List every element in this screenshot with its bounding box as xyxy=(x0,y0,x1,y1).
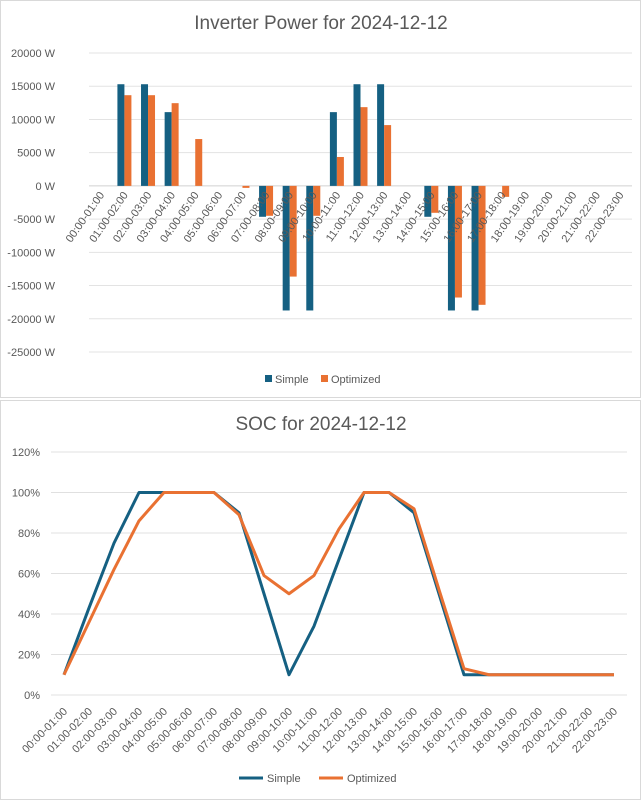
bar-simple xyxy=(165,112,172,186)
legend-swatch-simple xyxy=(265,375,272,382)
y-tick-label: 60% xyxy=(18,569,40,581)
bar-optimized xyxy=(337,157,344,186)
legend-swatch-optimized xyxy=(321,375,328,382)
y-tick-label: 20000 W xyxy=(11,48,56,60)
y-tick-label: 10000 W xyxy=(11,114,56,126)
y-tick-label: 120% xyxy=(12,447,40,459)
soc-chart: SOC for 2024-12-12 120% 100% 80% 60% 40% 20% 0… xyxy=(1,401,640,799)
bar-simple xyxy=(377,84,384,186)
legend-label-optimized: Optimized xyxy=(331,374,381,386)
inverter-power-chart-panel: Inverter Power for 2024-12-12 20000 W 150… xyxy=(0,0,641,398)
bar-simple xyxy=(330,112,337,186)
legend-label-simple: Simple xyxy=(275,374,309,386)
bar-optimized xyxy=(195,139,202,186)
bar-simple xyxy=(117,84,124,186)
legend-label-simple: Simple xyxy=(267,773,301,785)
y-tick-label: 0 W xyxy=(35,181,55,193)
y-tick-label: -20000 W xyxy=(7,314,55,326)
inverter-power-chart: Inverter Power for 2024-12-12 20000 W 150… xyxy=(1,1,640,397)
bar-simple xyxy=(141,84,148,186)
y-tick-label: 100% xyxy=(12,488,40,500)
y-tick-label: -25000 W xyxy=(7,347,55,359)
y-tick-label: 80% xyxy=(18,528,40,540)
y-tick-label: 0% xyxy=(24,690,40,702)
chart-title: Inverter Power for 2024-12-12 xyxy=(194,13,447,34)
bar-optimized xyxy=(148,95,155,186)
bar-simple xyxy=(354,84,361,186)
y-tick-label: 40% xyxy=(18,609,40,621)
y-tick-label: -15000 W xyxy=(7,281,55,293)
soc-chart-panel: SOC for 2024-12-12 120% 100% 80% 60% 40% 20% 0… xyxy=(0,400,641,800)
legend-label-optimized: Optimized xyxy=(347,773,397,785)
y-tick-label: 15000 W xyxy=(11,81,56,93)
y-tick-label: 20% xyxy=(18,650,40,662)
bar-optimized xyxy=(172,103,179,186)
y-tick-label: -10000 W xyxy=(7,247,55,259)
bar-optimized xyxy=(361,107,368,186)
bar-optimized xyxy=(124,95,131,186)
line-optimized xyxy=(64,493,614,675)
line-simple xyxy=(64,493,614,675)
chart-title: SOC for 2024-12-12 xyxy=(235,414,406,435)
y-tick-label: -5000 W xyxy=(13,214,55,226)
bar-optimized xyxy=(384,125,391,186)
bar-optimized xyxy=(242,186,249,188)
y-tick-label: 5000 W xyxy=(17,148,56,160)
